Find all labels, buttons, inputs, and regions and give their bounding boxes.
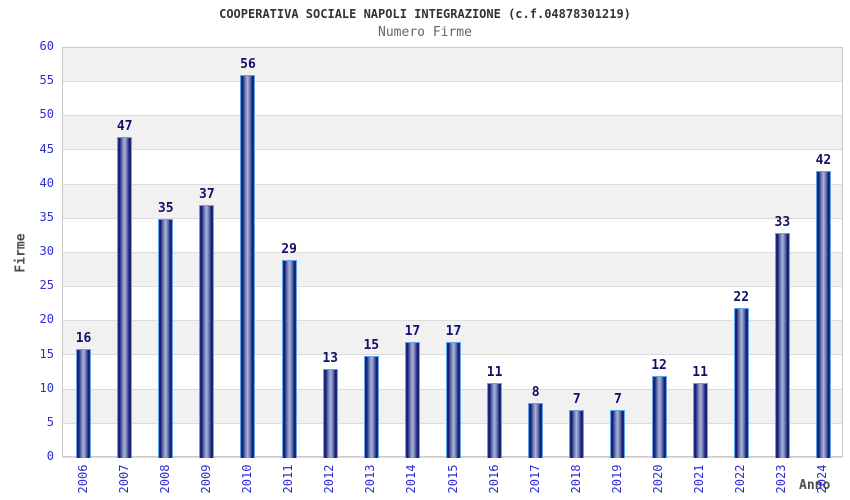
bar-2016 bbox=[487, 382, 503, 458]
bar-value-label: 12 bbox=[651, 358, 667, 373]
y-axis-tick-label: 10 bbox=[39, 380, 54, 395]
x-axis-tick-label: 2012 bbox=[322, 464, 337, 494]
x-axis-tick-label: 2008 bbox=[157, 464, 172, 494]
bar-value-label: 7 bbox=[572, 392, 581, 408]
x-axis-tick-label: 2011 bbox=[281, 464, 296, 494]
grid-band bbox=[63, 287, 842, 322]
x-axis-tick-label: 2009 bbox=[198, 464, 213, 494]
bar-2018 bbox=[569, 410, 585, 458]
chart-subtitle: Numero Firme bbox=[378, 25, 472, 40]
x-axis-tick-label: 2006 bbox=[75, 464, 90, 494]
x-axis-tick-label: 2017 bbox=[527, 464, 542, 494]
bar-2009 bbox=[199, 205, 215, 458]
bar-2008 bbox=[158, 218, 174, 458]
y-axis-tick-label: 60 bbox=[39, 39, 54, 53]
x-axis-label: Anno bbox=[799, 478, 831, 493]
y-axis-tick-label: 30 bbox=[39, 244, 54, 258]
bar-value-label: 33 bbox=[774, 214, 791, 230]
bar-2024 bbox=[815, 171, 831, 458]
grid-band bbox=[63, 184, 842, 219]
bar-2010 bbox=[240, 75, 256, 458]
plot-area: 16 47 35 37 56 29 13 15 17 17 11 8 7 7 12 11 22 33 42 bbox=[62, 47, 843, 458]
x-axis-tick-label: 2019 bbox=[609, 464, 624, 494]
grid-band bbox=[63, 48, 842, 83]
x-axis-tick-label: 2013 bbox=[363, 464, 378, 494]
bar-value-label: 13 bbox=[322, 351, 338, 367]
bar-value-label: 47 bbox=[116, 118, 133, 134]
bar-value-label: 11 bbox=[692, 364, 708, 380]
bar-2015 bbox=[446, 341, 461, 458]
bar-2022 bbox=[733, 307, 749, 458]
bar-2007 bbox=[117, 136, 133, 458]
bar-2006 bbox=[76, 348, 92, 458]
bar-value-label: 8 bbox=[531, 385, 540, 401]
y-axis-tick-label: 0 bbox=[46, 449, 54, 463]
bar-2019 bbox=[610, 410, 626, 458]
x-axis-tick-label: 2014 bbox=[404, 464, 419, 494]
x-axis-tick-label: 2021 bbox=[692, 464, 707, 494]
y-axis-tick-label: 45 bbox=[39, 141, 54, 156]
bar-value-label: 42 bbox=[815, 153, 832, 168]
bar-2012 bbox=[322, 369, 338, 458]
y-axis-tick-label: 55 bbox=[39, 73, 54, 88]
y-axis-tick-label: 35 bbox=[39, 209, 54, 224]
bar-2011 bbox=[281, 259, 297, 458]
grid-band bbox=[63, 253, 842, 288]
x-axis-tick-label: 2020 bbox=[651, 464, 666, 494]
x-axis-tick-label: 2022 bbox=[733, 464, 748, 494]
grid-band bbox=[63, 82, 842, 117]
y-axis-tick-label: 15 bbox=[39, 346, 54, 361]
x-axis-tick-label: 2007 bbox=[116, 464, 131, 494]
bar-value-label: 35 bbox=[157, 200, 174, 216]
x-axis-tick-label: 2015 bbox=[445, 464, 460, 494]
bar-value-label: 29 bbox=[281, 241, 297, 257]
x-axis-tick-label: 2024 bbox=[815, 464, 830, 494]
x-axis-tick-label: 2018 bbox=[568, 464, 583, 494]
bar-value-label: 17 bbox=[404, 323, 421, 339]
chart-title: COOPERATIVA SOCIALE NAPOLI INTEGRAZIONE … bbox=[219, 7, 631, 21]
grid-band bbox=[63, 116, 842, 151]
x-axis-tick-label: 2016 bbox=[486, 464, 501, 494]
y-axis-tick-label: 50 bbox=[39, 107, 54, 122]
bar-2020 bbox=[651, 376, 667, 458]
bar-2021 bbox=[692, 382, 708, 458]
y-axis-tick-label: 20 bbox=[39, 312, 54, 327]
grid-band bbox=[63, 151, 842, 185]
bar-2023 bbox=[774, 232, 790, 458]
bar-value-label: 37 bbox=[199, 187, 215, 203]
bar-2013 bbox=[363, 355, 379, 458]
y-axis-tick-label: 40 bbox=[39, 175, 54, 190]
bar-2014 bbox=[404, 341, 420, 458]
x-axis-tick-label: 2010 bbox=[239, 464, 254, 494]
y-axis-tick-label: 5 bbox=[46, 414, 54, 429]
bar-value-label: 56 bbox=[240, 57, 256, 73]
y-axis-tick-label: 25 bbox=[39, 278, 54, 293]
bar-value-label: 11 bbox=[486, 364, 503, 380]
bar-value-label: 17 bbox=[445, 323, 462, 339]
bar-value-label: 15 bbox=[363, 337, 380, 353]
bar-2017 bbox=[528, 403, 544, 458]
bar-value-label: 16 bbox=[75, 330, 92, 346]
bar-value-label: 7 bbox=[613, 392, 622, 408]
bar-value-label: 22 bbox=[733, 289, 750, 305]
x-axis-tick-label: 2023 bbox=[774, 464, 789, 494]
grid-band bbox=[63, 219, 842, 253]
